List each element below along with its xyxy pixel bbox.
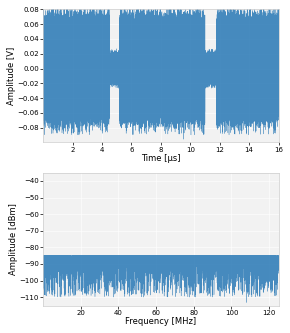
X-axis label: Frequency [MHz]: Frequency [MHz] xyxy=(125,317,196,326)
X-axis label: Time [μs]: Time [μs] xyxy=(141,154,181,163)
Y-axis label: Amplitude [V]: Amplitude [V] xyxy=(7,47,16,105)
Y-axis label: Amplitude [dBm]: Amplitude [dBm] xyxy=(9,203,18,275)
